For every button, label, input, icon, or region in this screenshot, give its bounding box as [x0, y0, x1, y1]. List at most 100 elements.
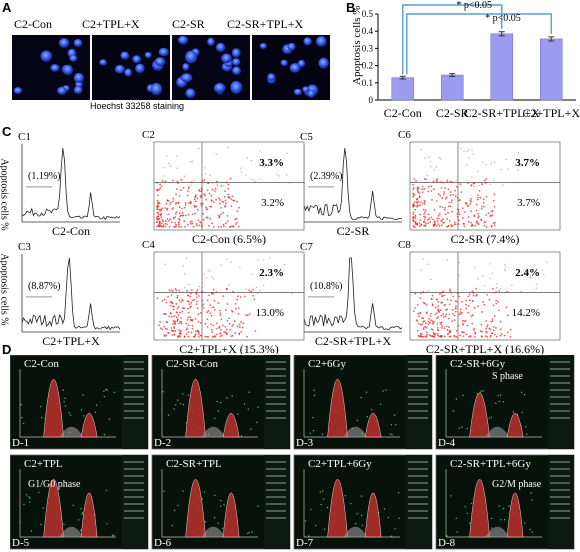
histogram-name: C2-Con	[52, 224, 90, 238]
panel-id: D-7	[296, 537, 314, 549]
nucleus	[259, 43, 267, 49]
s-phase-area	[485, 526, 510, 537]
nucleus	[182, 63, 190, 71]
scatter-id: C2	[142, 129, 155, 141]
nucleus	[231, 48, 241, 58]
panel-d-label: D	[2, 342, 12, 357]
nucleus	[132, 55, 141, 64]
bar-chart-ylabel: Apoptosis cells %	[351, 6, 363, 85]
histogram-trace	[21, 257, 121, 331]
category-label: C2-SR+TPL+X	[464, 106, 541, 120]
cell-cycle-panel-d-1: C2-Con D-1	[10, 355, 149, 450]
nucleus	[124, 68, 132, 77]
scatter-c4: C4 2.3% 13.0% C2+TPL+X (15.3%)	[142, 239, 305, 354]
nucleus	[114, 64, 125, 74]
nucleus	[287, 42, 296, 51]
cell-cycle-panel-d-3: C2+6Gy D-3	[293, 355, 433, 450]
histogram-panels: C1 (1.19%) C2-Con C3 (8.87%) C2+TPL+X C5 (2.39%…	[18, 131, 403, 348]
scatter-c2: C2 3.3% 3.2% C2-Con (6.5%)	[142, 129, 305, 246]
s-phase-area	[201, 426, 226, 437]
g1-peak	[43, 479, 64, 538]
nucleus	[232, 66, 241, 75]
panel-id: D-5	[12, 537, 30, 549]
category-label: C2+TPL+X	[522, 106, 580, 120]
histogram-c7: C7 (10.8%) C2-SR+TPL+X	[300, 241, 403, 348]
nucleus	[293, 88, 302, 96]
histogram-percent: (10.8%)	[310, 281, 343, 292]
bar-chart-bars	[391, 31, 563, 101]
panel-id: D-3	[296, 437, 314, 449]
histogram-c1: C1 (1.19%) C2-Con	[18, 131, 121, 238]
info-strip	[406, 355, 432, 449]
nucleus	[154, 57, 166, 67]
nucleus	[99, 59, 107, 66]
panel-id: D-4	[438, 437, 456, 449]
panel-title: C2+6Gy	[308, 358, 346, 370]
significance-brackets: * p<0.05 * p<0.05	[402, 0, 552, 75]
g2-peak	[80, 413, 98, 438]
cell-cycle-panel-d-6: C2-SR+TPL D-6	[151, 454, 291, 550]
nucleus	[303, 37, 312, 46]
bar-c2-tpl-x	[539, 38, 563, 101]
scatter-id: C6	[398, 129, 411, 141]
cell-cycle-panels: C2-Con D-1 C2-SR-Con D-2 C2+6Gy D-3 C2-SR+6Gy D…	[10, 355, 575, 550]
nucleus	[58, 38, 70, 48]
y-tick-label: 0.3	[362, 43, 374, 53]
panel-a-label: A	[2, 0, 12, 15]
nucleus	[185, 50, 198, 64]
scatter-frame	[409, 141, 561, 231]
lower-right-percent: 13.0%	[256, 307, 284, 319]
g1-peak	[469, 479, 490, 538]
nucleus	[50, 64, 60, 72]
panel-title: C2-SR-Con	[166, 358, 218, 370]
nucleus	[315, 36, 327, 47]
nucleus	[40, 50, 53, 62]
g1-peak	[469, 392, 490, 438]
g2-peak	[506, 492, 524, 538]
nucleus	[180, 73, 193, 83]
hoechst-micrographs	[12, 35, 330, 100]
bar-c2-sr-tpl-x	[490, 33, 514, 101]
upper-right-percent: 3.7%	[515, 157, 540, 169]
nucleus	[221, 53, 232, 64]
panel-title: C2-SR+TPL+6Gy	[450, 458, 531, 470]
nucleus	[213, 83, 226, 93]
panel-id: D-1	[12, 437, 29, 449]
g2-peak	[80, 492, 98, 538]
event-dots	[412, 258, 549, 338]
g2-peak	[364, 413, 382, 438]
nucleus	[13, 87, 23, 95]
nucleus	[302, 86, 310, 93]
cell-cycle-panel-d-8: C2-SR+TPL+6Gy D-8 G2/M phase	[435, 454, 575, 550]
histogram-c5: C5 (2.39%) C2-SR	[300, 131, 403, 238]
histogram-trace	[21, 147, 121, 221]
cell-cycle-panel-d-4: C2-SR+6Gy D-4 S phase	[435, 355, 575, 450]
panel-title: C2-SR+6Gy	[450, 358, 506, 370]
y-tick-label: 0	[369, 95, 374, 105]
s-phase-area	[201, 526, 226, 537]
s-phase-area	[485, 426, 510, 437]
cell-cycle-grid: C2-Con D-1 C2-SR-Con D-2 C2+6Gy D-3 C2-SR+6Gy D…	[10, 355, 575, 550]
nucleus	[57, 86, 67, 95]
bar-c2-sr	[440, 74, 464, 101]
g2-peak	[222, 413, 240, 438]
nucleus	[230, 80, 243, 94]
panel-c-label: C	[2, 124, 12, 139]
nucleus	[307, 89, 316, 98]
g1-peak	[327, 479, 348, 538]
phase-annotation: G2/M phase	[492, 479, 542, 490]
nucleus	[318, 57, 329, 69]
y-tick-label: 0.1	[362, 78, 373, 88]
s-phase-area	[59, 426, 84, 437]
event-dots	[156, 257, 294, 338]
nucleus	[62, 64, 73, 76]
histogram-percent: (2.39%)	[310, 171, 343, 182]
histogram-c3: C3 (8.87%) C2+TPL+X	[18, 241, 121, 348]
info-strip	[548, 355, 574, 449]
scatter-name: C2-Con (6.5%)	[192, 232, 266, 246]
significance-annotation-inner: * p<0.05	[485, 13, 521, 24]
panel-id: D-8	[438, 537, 456, 549]
histogram-name: C2+TPL+X	[42, 334, 100, 348]
group-label-c2-sr-tpl-x: C2-SR+TPL+X	[227, 17, 304, 31]
